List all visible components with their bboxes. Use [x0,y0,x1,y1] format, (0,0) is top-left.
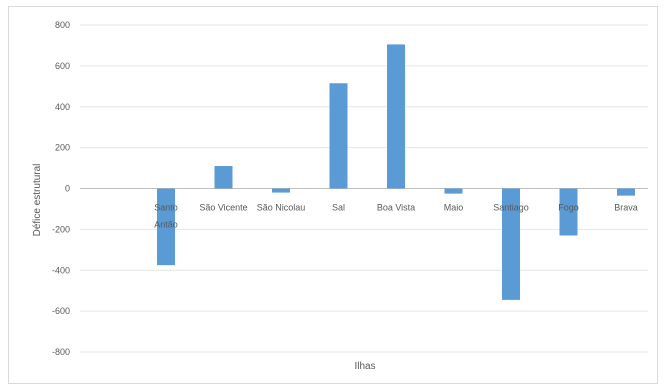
bar [329,83,348,189]
x-category-label: São Vicente [199,203,247,213]
bar [559,188,578,236]
x-category-label: Santiago [493,203,529,213]
y-tick-label: -800 [52,347,70,357]
y-tick-label: 200 [55,143,70,153]
bar [387,44,405,189]
bar [157,188,175,266]
y-tick-label: -200 [52,224,70,234]
x-category-label: Santo [154,203,178,213]
bar [214,166,233,189]
y-axis-title: Défice estrutural [32,164,43,237]
x-category-label: Boa Vista [377,203,415,213]
x-axis-title: Ilhas [354,361,375,372]
bar [617,188,635,196]
bar [502,188,520,300]
y-axis-ticks: -800 -600 -400 -200 0 200 400 600 800 [52,20,70,357]
x-category-label: Fogo [558,203,579,213]
bar [444,188,463,194]
x-category-label: Maio [444,203,464,213]
y-tick-label: -400 [52,265,70,275]
x-category-label: Antão [154,220,178,230]
chart-frame [8,6,658,384]
x-category-label: São Nicolau [257,203,306,213]
bar [272,188,290,193]
y-tick-label: 800 [55,20,70,30]
x-category-label: Brava [614,203,638,213]
x-axis-categories: Santo Antão São Vicente São Nicolau Sal Boa V… [154,203,638,230]
y-tick-label: 600 [55,61,70,71]
x-category-label: Sal [332,203,345,213]
y-tick-label: -600 [52,306,70,316]
y-tick-label: 0 [65,184,70,194]
gridlines [80,24,648,353]
y-tick-label: 400 [55,102,70,112]
bars [157,44,635,300]
